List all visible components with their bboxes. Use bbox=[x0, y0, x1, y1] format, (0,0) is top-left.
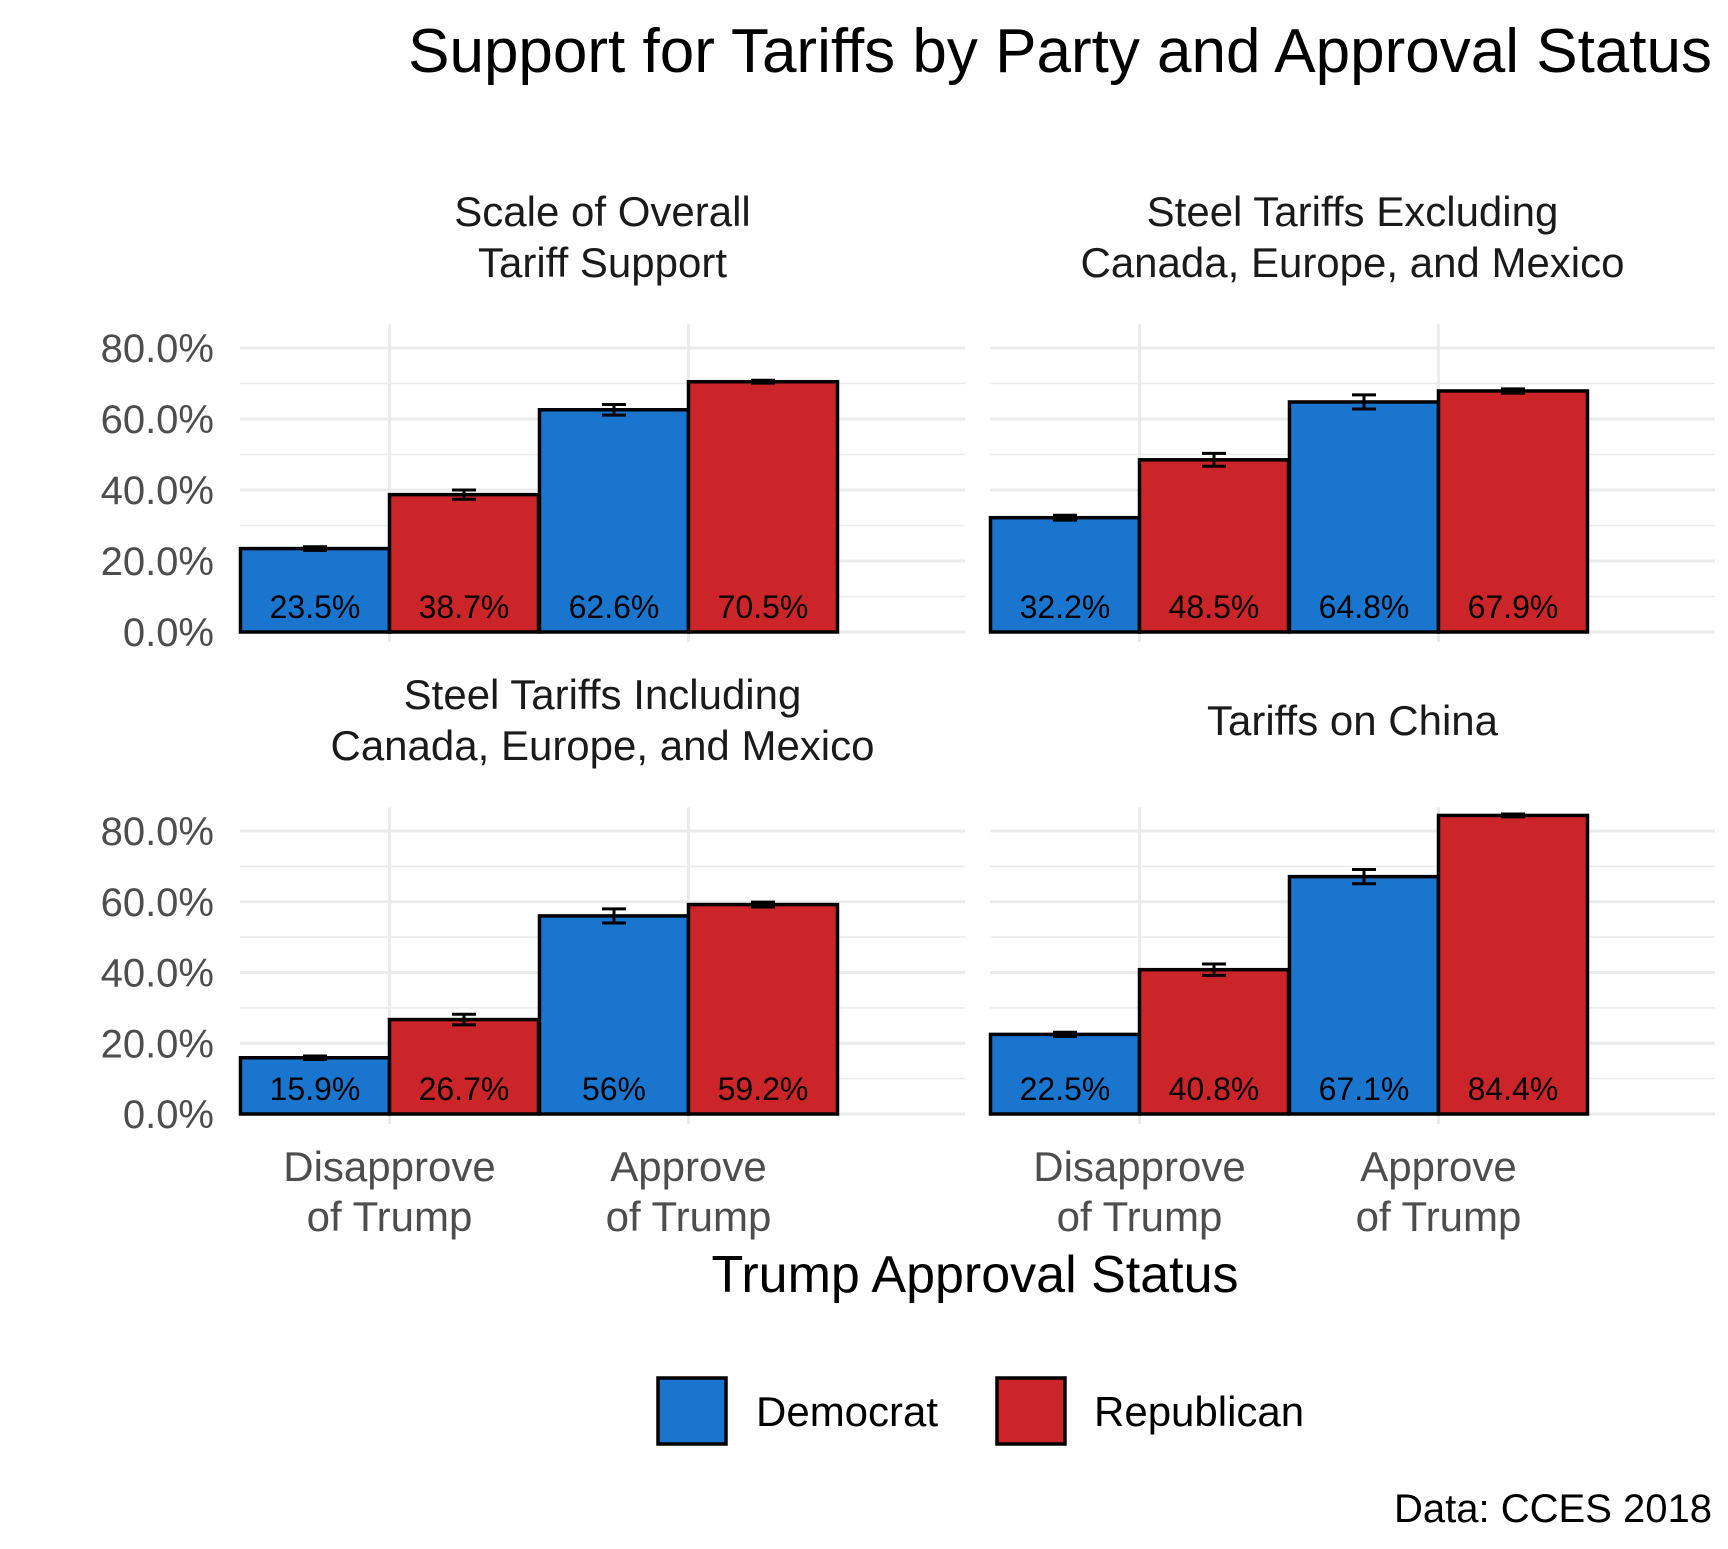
bar-value-label: 26.7% bbox=[419, 1071, 510, 1107]
bar-value-label: 67.1% bbox=[1319, 1071, 1410, 1107]
bar-republican bbox=[1137, 967, 1291, 1116]
bar-value-label: 62.6% bbox=[569, 589, 660, 625]
bar-republican bbox=[1436, 813, 1590, 1116]
x-tick-label-line: of Trump bbox=[606, 1193, 772, 1240]
x-tick-label-line: Approve bbox=[1360, 1143, 1516, 1190]
bar-value-label: 22.5% bbox=[1020, 1071, 1111, 1107]
bar-democrat bbox=[238, 546, 392, 634]
facet-title: Tariffs on China bbox=[1207, 697, 1499, 744]
facet-title-line: Steel Tariffs Including bbox=[404, 671, 802, 718]
chart-title: Support for Tariffs by Party and Approva… bbox=[408, 17, 1712, 86]
bar-republican bbox=[1137, 458, 1291, 634]
y-tick-label: 80.0% bbox=[101, 810, 214, 854]
y-tick-label: 60.0% bbox=[101, 881, 214, 925]
y-axes: 0.0% 20.0% 40.0% 60.0% 80.0% 0.0% 20.0% 40.0% 60… bbox=[101, 327, 214, 1137]
facet-title-line: Steel Tariffs Excluding bbox=[1147, 188, 1559, 235]
y-tick-label: 0.0% bbox=[123, 611, 214, 655]
y-tick-label: 20.0% bbox=[101, 540, 214, 584]
y-tick-label: 0.0% bbox=[123, 1093, 214, 1137]
bar-republican bbox=[1436, 389, 1590, 634]
y-tick-label: 60.0% bbox=[101, 398, 214, 442]
x-tick-label-line: Disapprove bbox=[1033, 1143, 1245, 1190]
y-tick-label: 20.0% bbox=[101, 1022, 214, 1066]
y-tick-label: 80.0% bbox=[101, 327, 214, 371]
x-tick-label-line: Disapprove bbox=[283, 1143, 495, 1190]
bar-value-label: 67.9% bbox=[1468, 589, 1559, 625]
x-tick-label-line: of Trump bbox=[1356, 1193, 1522, 1240]
bar-republican bbox=[387, 1017, 541, 1116]
bar-republican bbox=[387, 492, 541, 634]
facet-title-line: Tariff Support bbox=[478, 239, 727, 286]
legend: Democrat Republican bbox=[656, 1376, 1304, 1446]
bar-democrat bbox=[1287, 874, 1441, 1116]
bar-democrat bbox=[988, 515, 1142, 634]
bar-value-label: 59.2% bbox=[718, 1071, 809, 1107]
bar-value-label: 56% bbox=[582, 1071, 646, 1107]
y-tick-label: 40.0% bbox=[101, 952, 214, 996]
legend-label: Republican bbox=[1094, 1388, 1304, 1435]
legend-label: Democrat bbox=[756, 1388, 938, 1435]
y-tick-label: 40.0% bbox=[101, 469, 214, 513]
bar-value-label: 70.5% bbox=[718, 589, 809, 625]
facet-title-line: Canada, Europe, and Mexico bbox=[1080, 239, 1624, 286]
bar-republican bbox=[686, 902, 840, 1116]
legend-key-republican bbox=[995, 1376, 1067, 1446]
bar-democrat bbox=[1287, 400, 1441, 634]
bar-value-label: 84.4% bbox=[1468, 1071, 1559, 1107]
x-tick-label-line: Approve bbox=[610, 1143, 766, 1190]
facet-panel: Tariffs on China 22.5% 67.1% 40.8% 84.4% bbox=[988, 697, 1715, 1124]
bar-value-label: 38.7% bbox=[419, 589, 510, 625]
bar-value-label: 40.8% bbox=[1169, 1071, 1260, 1107]
x-tick-label-line: of Trump bbox=[1057, 1193, 1223, 1240]
x-tick-label-line: of Trump bbox=[307, 1193, 473, 1240]
x-axis-title: Trump Approval Status bbox=[712, 1246, 1239, 1304]
legend-key-democrat bbox=[656, 1376, 728, 1446]
bar-democrat bbox=[988, 1032, 1142, 1116]
bar-value-label: 32.2% bbox=[1020, 589, 1111, 625]
facet-title-line: Canada, Europe, and Mexico bbox=[330, 722, 874, 769]
bar-value-label: 15.9% bbox=[270, 1071, 361, 1107]
bar-value-label: 23.5% bbox=[270, 589, 361, 625]
bar-value-label: 48.5% bbox=[1169, 589, 1260, 625]
caption: Data: CCES 2018 bbox=[1394, 1487, 1712, 1531]
bar-value-label: 64.8% bbox=[1319, 589, 1410, 625]
bar-republican bbox=[686, 379, 840, 634]
facet-title-line: Scale of Overall bbox=[454, 188, 750, 235]
